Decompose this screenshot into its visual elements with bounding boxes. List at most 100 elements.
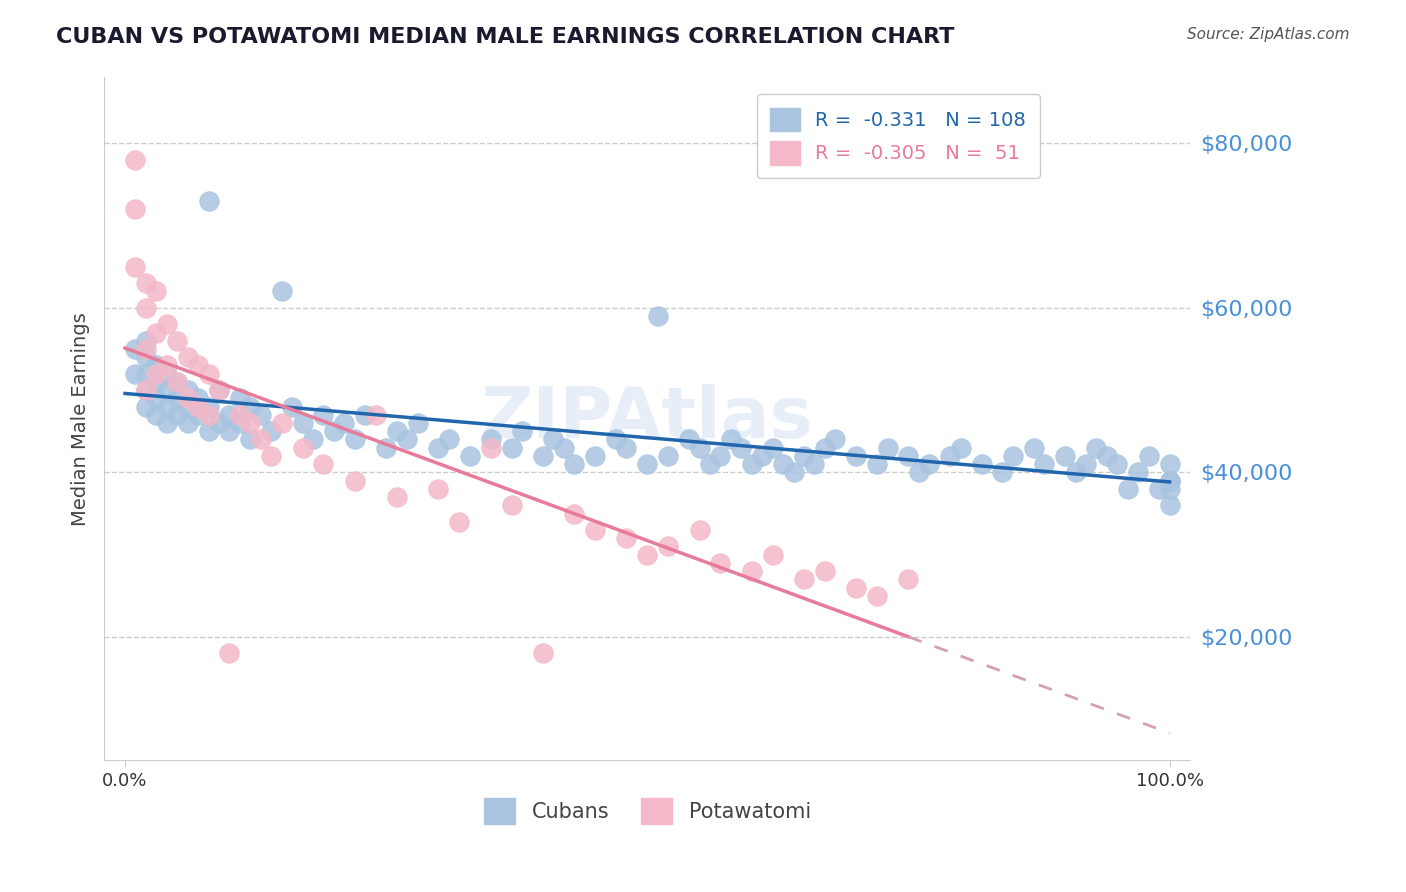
Point: [1095, 449, 1118, 463]
Point: [897, 449, 920, 463]
Point: [689, 441, 711, 455]
Point: [229, 416, 252, 430]
Point: [145, 408, 167, 422]
Point: [866, 457, 889, 471]
Point: [135, 383, 157, 397]
Point: [678, 433, 700, 447]
Point: [845, 449, 868, 463]
Point: [145, 367, 167, 381]
Point: [197, 400, 219, 414]
Point: [229, 408, 252, 422]
Point: [239, 400, 262, 414]
Point: [354, 408, 377, 422]
Point: [156, 416, 179, 430]
Point: [281, 400, 304, 414]
Point: [657, 449, 679, 463]
Point: [156, 367, 179, 381]
Text: Source: ZipAtlas.com: Source: ZipAtlas.com: [1187, 27, 1350, 42]
Point: [876, 441, 898, 455]
Point: [583, 449, 606, 463]
Point: [176, 400, 198, 414]
Point: [291, 441, 314, 455]
Text: CUBAN VS POTAWATOMI MEDIAN MALE EARNINGS CORRELATION CHART: CUBAN VS POTAWATOMI MEDIAN MALE EARNINGS…: [56, 27, 955, 46]
Point: [208, 383, 231, 397]
Point: [197, 408, 219, 422]
Point: [1085, 441, 1108, 455]
Point: [187, 359, 209, 373]
Point: [1074, 457, 1097, 471]
Point: [166, 375, 188, 389]
Point: [197, 194, 219, 208]
Point: [762, 548, 785, 562]
Point: [1107, 457, 1129, 471]
Point: [616, 441, 638, 455]
Point: [1116, 482, 1139, 496]
Point: [970, 457, 993, 471]
Point: [605, 433, 627, 447]
Point: [187, 408, 209, 422]
Point: [741, 457, 763, 471]
Point: [562, 507, 585, 521]
Point: [1159, 474, 1181, 488]
Point: [333, 416, 356, 430]
Point: [176, 416, 198, 430]
Point: [124, 260, 146, 274]
Point: [135, 400, 157, 414]
Point: [1159, 474, 1181, 488]
Point: [124, 153, 146, 167]
Point: [156, 318, 179, 332]
Point: [427, 441, 450, 455]
Point: [427, 482, 450, 496]
Point: [866, 589, 889, 603]
Point: [135, 276, 157, 290]
Point: [479, 433, 502, 447]
Point: [187, 400, 209, 414]
Point: [291, 416, 314, 430]
Point: [270, 285, 292, 299]
Point: [845, 581, 868, 595]
Point: [250, 433, 273, 447]
Point: [793, 449, 815, 463]
Point: [1159, 482, 1181, 496]
Point: [145, 359, 167, 373]
Point: [458, 449, 481, 463]
Point: [396, 433, 419, 447]
Point: [1137, 449, 1160, 463]
Point: [616, 531, 638, 545]
Point: [364, 408, 387, 422]
Point: [145, 285, 167, 299]
Point: [636, 548, 658, 562]
Point: [709, 556, 731, 570]
Point: [239, 433, 262, 447]
Point: [1033, 457, 1056, 471]
Point: [176, 383, 198, 397]
Point: [156, 359, 179, 373]
Legend: Cubans, Potawatomi: Cubans, Potawatomi: [475, 789, 820, 832]
Point: [553, 441, 575, 455]
Point: [197, 367, 219, 381]
Point: [124, 367, 146, 381]
Point: [208, 416, 231, 430]
Point: [583, 523, 606, 537]
Point: [385, 490, 408, 504]
Point: [1159, 498, 1181, 512]
Point: [949, 441, 972, 455]
Point: [375, 441, 398, 455]
Point: [229, 392, 252, 406]
Point: [166, 375, 188, 389]
Point: [449, 515, 471, 529]
Point: [302, 433, 325, 447]
Point: [135, 350, 157, 364]
Point: [176, 350, 198, 364]
Point: [176, 392, 198, 406]
Point: [260, 424, 283, 438]
Point: [991, 466, 1014, 480]
Point: [531, 449, 554, 463]
Point: [1064, 466, 1087, 480]
Point: [762, 441, 785, 455]
Point: [1022, 441, 1045, 455]
Y-axis label: Median Male Earnings: Median Male Earnings: [72, 312, 90, 525]
Point: [156, 383, 179, 397]
Point: [124, 342, 146, 356]
Point: [1147, 482, 1170, 496]
